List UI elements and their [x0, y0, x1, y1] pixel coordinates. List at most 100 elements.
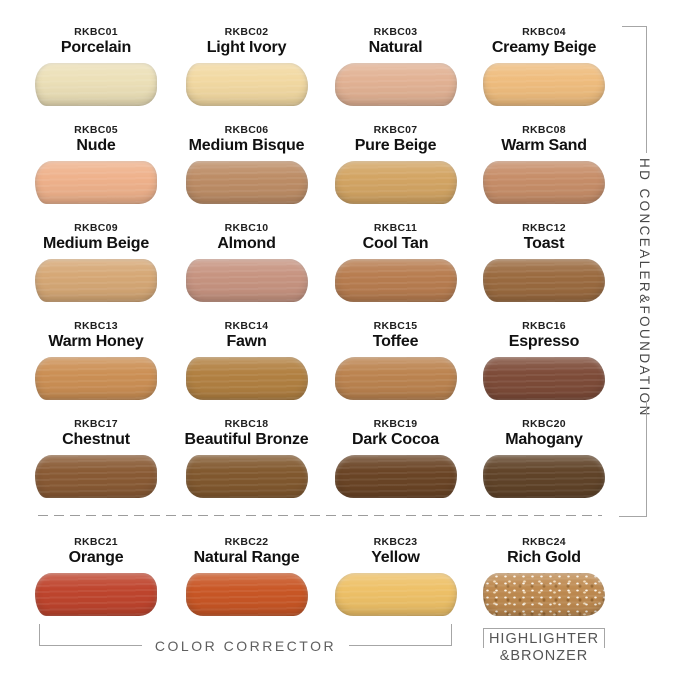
shade-swatch	[334, 573, 457, 616]
shade-code: RKBC04	[522, 26, 566, 38]
shade-swatch	[185, 63, 308, 106]
shade-name: Cool Tan	[362, 235, 429, 252]
shade-code: RKBC16	[522, 320, 566, 332]
highlighter-label-line2: &BRONZER	[499, 648, 589, 664]
side-bracket-top	[622, 26, 647, 27]
shade-swatch	[35, 63, 157, 106]
shade-code: RKBC15	[373, 320, 418, 332]
shade-swatch	[185, 455, 308, 498]
shade-cell: RKBC11 Cool Tan	[322, 222, 469, 302]
shade-code: RKBC14	[224, 320, 269, 332]
shade-row: RKBC05 Nude RKBC06 Medium Bisque RKBC07 …	[21, 124, 619, 204]
shade-cell: RKBC18 Beautiful Bronze	[171, 418, 322, 498]
shade-cell: RKBC20 Mahogany	[469, 418, 619, 498]
bracket-line-left	[40, 645, 142, 646]
shade-code: RKBC22	[224, 536, 269, 548]
shade-swatch	[483, 259, 605, 302]
shade-name: Chestnut	[62, 431, 130, 448]
shade-row: RKBC17 Chestnut RKBC18 Beautiful Bronze …	[21, 418, 619, 498]
bracket-line-right	[349, 645, 451, 646]
shade-swatch	[483, 357, 605, 400]
shade-cell: RKBC23 Yellow	[322, 536, 469, 616]
shade-code: RKBC13	[74, 320, 118, 332]
shade-swatch	[334, 161, 457, 204]
shade-swatch	[334, 259, 457, 302]
side-bracket-line-lower	[646, 401, 647, 516]
shade-cell: RKBC01 Porcelain	[21, 26, 171, 106]
color-corrector-bracket: COLOR CORRECTOR	[39, 624, 452, 654]
shade-code: RKBC06	[224, 124, 269, 136]
shade-cell: RKBC02 Light Ivory	[171, 26, 322, 106]
shade-swatch	[483, 573, 605, 616]
shade-name: Toffee	[372, 333, 419, 350]
shade-name: Beautiful Bronze	[184, 431, 309, 448]
shade-swatch	[35, 573, 157, 616]
shade-cell: RKBC05 Nude	[21, 124, 171, 204]
highlighter-bronzer-bracket: HIGHLIGHTER &BRONZER	[483, 628, 605, 664]
shade-name: Espresso	[508, 333, 580, 350]
shade-cell: RKBC04 Creamy Beige	[469, 26, 619, 106]
shade-cell: RKBC14 Fawn	[171, 320, 322, 400]
shade-name: Porcelain	[60, 39, 132, 56]
shade-row: RKBC09 Medium Beige RKBC10 Almond RKBC11…	[21, 222, 619, 302]
shade-row: RKBC21 Orange RKBC22 Natural Range RKBC2…	[21, 536, 619, 616]
shade-swatch	[334, 357, 457, 400]
shade-swatch	[185, 573, 308, 616]
shade-code: RKBC21	[74, 536, 118, 548]
shade-cell: RKBC09 Medium Beige	[21, 222, 171, 302]
shade-name: Medium Bisque	[188, 137, 305, 154]
shade-cell: RKBC08 Warm Sand	[469, 124, 619, 204]
shade-code: RKBC17	[74, 418, 118, 430]
shade-name: Medium Beige	[42, 235, 150, 252]
category-divider-dashed	[38, 515, 602, 516]
shade-cell: RKBC16 Espresso	[469, 320, 619, 400]
shade-code: RKBC12	[522, 222, 566, 234]
shade-cell: RKBC22 Natural Range	[171, 536, 322, 616]
shade-row: RKBC01 Porcelain RKBC02 Light Ivory RKBC…	[21, 26, 619, 106]
shade-code: RKBC11	[373, 222, 418, 234]
shade-swatch	[185, 259, 308, 302]
shade-name: Toast	[523, 235, 565, 252]
shade-code: RKBC02	[224, 26, 269, 38]
shade-swatch	[185, 161, 308, 204]
shade-name: Fawn	[226, 333, 267, 350]
shade-name: Rich Gold	[507, 549, 581, 566]
shade-name: Yellow	[371, 549, 420, 566]
shade-code: RKBC03	[373, 26, 418, 38]
shade-swatch	[483, 63, 605, 106]
shade-swatch	[483, 455, 605, 498]
shade-code: RKBC20	[522, 418, 566, 430]
shade-code: RKBC09	[74, 222, 118, 234]
shade-code: RKBC07	[373, 124, 418, 136]
shade-cell: RKBC03 Natural	[322, 26, 469, 106]
shade-code: RKBC05	[74, 124, 118, 136]
shade-cell: RKBC15 Toffee	[322, 320, 469, 400]
shade-code: RKBC19	[373, 418, 418, 430]
shade-cell: RKBC19 Dark Cocoa	[322, 418, 469, 498]
shade-cell: RKBC13 Warm Honey	[21, 320, 171, 400]
shade-swatch	[35, 259, 157, 302]
shade-cell: RKBC07 Pure Beige	[322, 124, 469, 204]
shade-code: RKBC01	[74, 26, 118, 38]
shade-name: Almond	[217, 235, 276, 252]
shade-cell: RKBC24 Rich Gold	[469, 536, 619, 616]
shade-name: Mahogany	[505, 431, 583, 448]
shade-name: Light Ivory	[206, 39, 287, 56]
shade-cell: RKBC10 Almond	[171, 222, 322, 302]
shade-cell: RKBC12 Toast	[469, 222, 619, 302]
shade-code: RKBC24	[522, 536, 566, 548]
shade-code: RKBC23	[373, 536, 418, 548]
shade-name: Natural	[368, 39, 423, 56]
shade-name: Dark Cocoa	[352, 431, 439, 448]
side-bracket-bottom	[619, 516, 647, 517]
shade-name: Warm Honey	[48, 333, 144, 350]
shade-cell: RKBC17 Chestnut	[21, 418, 171, 498]
shade-swatch	[35, 455, 157, 498]
color-corrector-label: COLOR CORRECTOR	[154, 638, 337, 654]
highlighter-bronzer-label: HIGHLIGHTER &BRONZER	[469, 631, 619, 665]
shade-name: Nude	[76, 137, 116, 154]
shade-name: Warm Sand	[501, 137, 587, 154]
shade-cell: RKBC21 Orange	[21, 536, 171, 616]
highlighter-label-line1: HIGHLIGHTER	[488, 631, 600, 647]
